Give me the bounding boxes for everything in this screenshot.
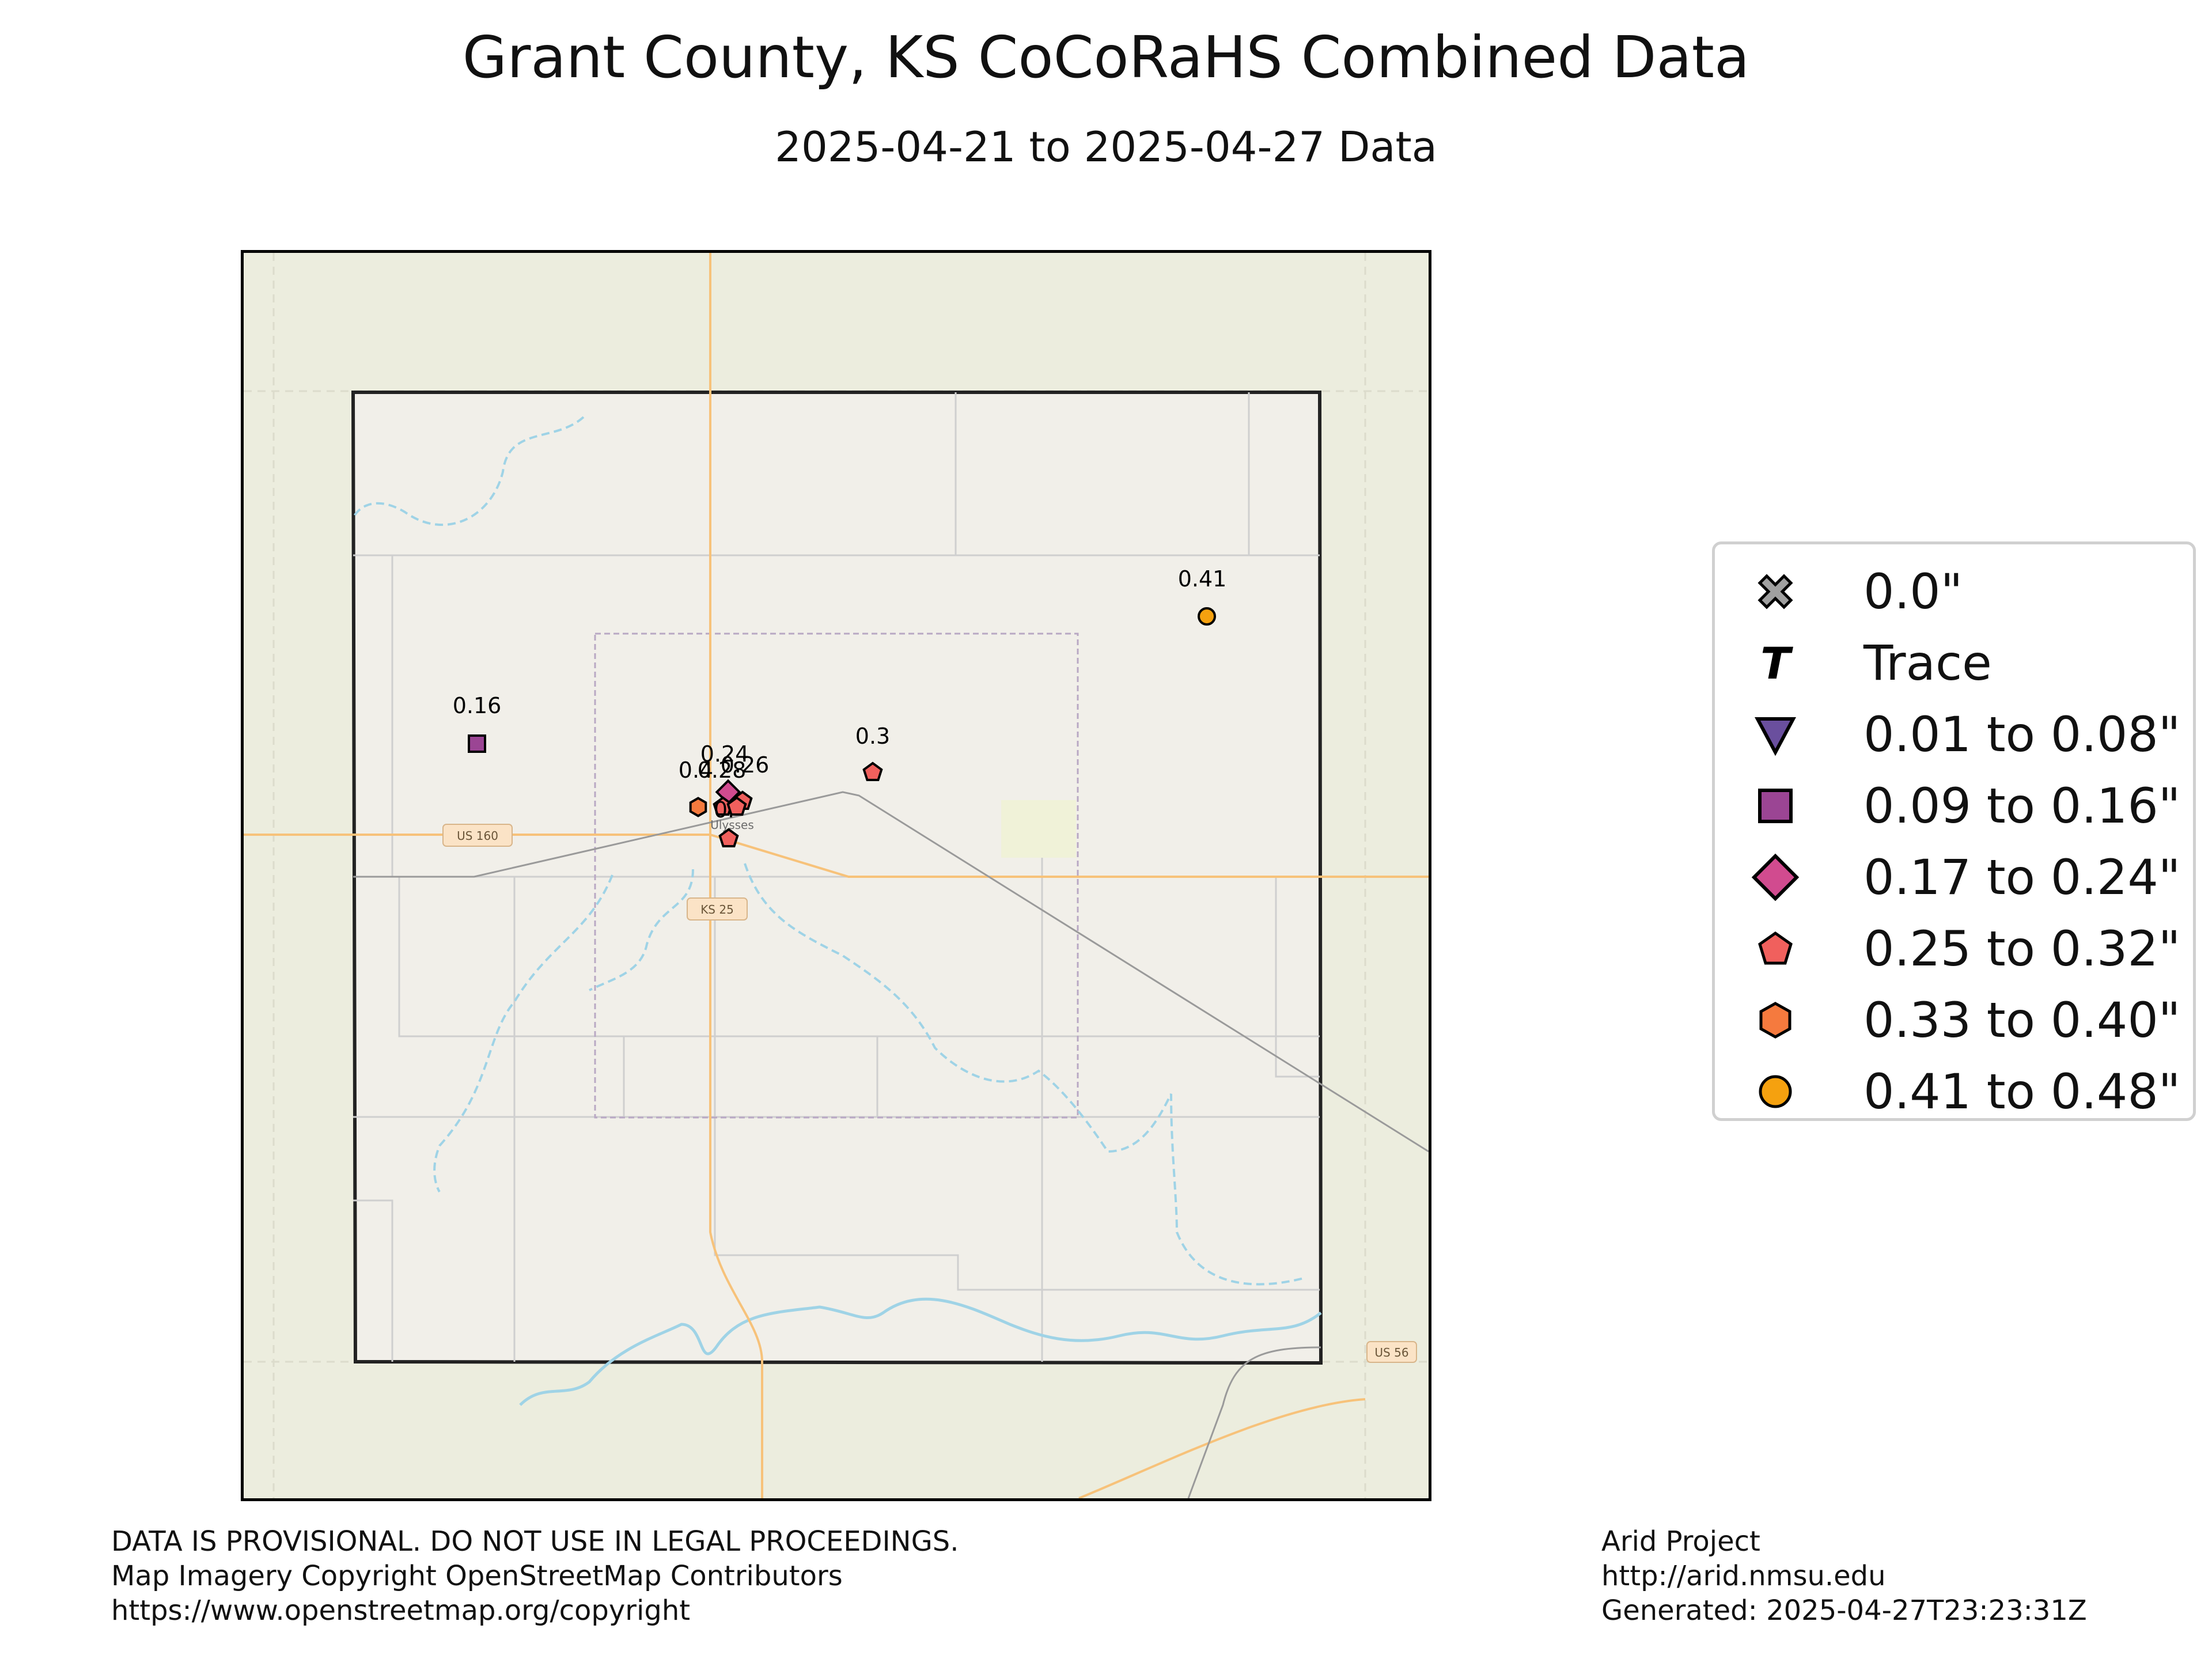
stations-layer: 0.41 0.16 0.3 0.240.26 0.40.28 0. — [453, 566, 1227, 847]
project-name: Arid Project — [1601, 1525, 1760, 1558]
hexagon-icon — [1759, 1002, 1791, 1039]
legend-item-0-17: 0.17 to 0.24" — [1715, 842, 2193, 913]
legend-item-0-33: 0.33 to 0.40" — [1715, 984, 2193, 1056]
legend-label: 0.0" — [1863, 563, 1963, 620]
station-marker[interactable] — [1198, 607, 1216, 626]
generated-timestamp: Generated: 2025-04-27T23:23:31Z — [1601, 1594, 2087, 1627]
pentagon-icon — [1758, 931, 1793, 965]
legend-item-0-25: 0.25 to 0.32" — [1715, 913, 2193, 984]
minor-roads — [353, 392, 1320, 1362]
legend-item-0-09: 0.09 to 0.16" — [1715, 770, 2193, 842]
station-value-label: 0.4 — [679, 757, 713, 783]
chart-title: Grant County, KS CoCoRaHS Combined Data — [462, 24, 1750, 91]
legend-label: 0.41 to 0.48" — [1863, 1063, 2181, 1120]
t-letter-icon: T — [1760, 638, 1793, 689]
legend-label: 0.33 to 0.40" — [1863, 992, 2181, 1048]
highway-shield-us56: US 56 — [1366, 1341, 1417, 1363]
station-marker[interactable] — [726, 796, 747, 816]
project-url[interactable]: http://arid.nmsu.edu — [1601, 1560, 1886, 1592]
station-value-label: 0.3 — [855, 724, 890, 749]
copyright-text: Map Imagery Copyright OpenStreetMap Cont… — [111, 1560, 843, 1592]
legend: 0.0" T Trace 0.01 to 0.08" 0.09 to 0.16"… — [1712, 541, 2196, 1121]
town-label-ulysses: Ulysses — [710, 818, 754, 832]
legend-label: 0.25 to 0.32" — [1863, 921, 2181, 977]
triangle-down-icon — [1754, 717, 1797, 756]
svg-text:US 56: US 56 — [1374, 1346, 1408, 1359]
station-value-label: 0.28 — [698, 757, 747, 783]
disclaimer-text: DATA IS PROVISIONAL. DO NOT USE IN LEGAL… — [111, 1525, 959, 1558]
legend-label: 0.01 to 0.08" — [1863, 706, 2181, 763]
station-value-label: 0.16 — [453, 693, 502, 718]
chart-subtitle: 2025-04-21 to 2025-04-27 Data — [775, 123, 1437, 171]
station-value-label: 0.26 — [721, 752, 770, 778]
credits-footer: Arid Project http://arid.nmsu.edu Genera… — [1601, 1524, 2087, 1628]
highway-shield-ks25: KS 25 — [687, 897, 748, 921]
disclaimer-footer: DATA IS PROVISIONAL. DO NOT USE IN LEGAL… — [111, 1524, 959, 1628]
copyright-link[interactable]: https://www.openstreetmap.org/copyright — [111, 1594, 691, 1627]
circle-icon — [1759, 1075, 1792, 1108]
map-panel: Ulysses US 160 KS 25 US 56 0.41 0.16 0.3 0.… — [241, 250, 1431, 1501]
station-marker[interactable] — [468, 734, 486, 753]
station-value-label: 0.24 — [700, 741, 749, 767]
station-value-label: 0.41 — [1178, 566, 1227, 592]
svg-text:US 160: US 160 — [457, 829, 498, 843]
diamond-icon — [1751, 853, 1800, 902]
map-canvas: Ulysses US 160 KS 25 US 56 0.410.160.30.… — [244, 253, 1429, 1498]
legend-item-trace: T Trace — [1715, 627, 2193, 699]
station-value-label: 0. — [714, 797, 734, 823]
railroad — [353, 791, 1429, 1153]
station-marker[interactable] — [689, 797, 707, 817]
svg-text:T: T — [1760, 638, 1793, 689]
station-marker[interactable] — [862, 762, 883, 781]
legend-item-0-01: 0.01 to 0.08" — [1715, 699, 2193, 770]
legend-label: 0.09 to 0.16" — [1863, 778, 2181, 834]
highway-shield-us160: US 160 — [442, 824, 513, 847]
legend-label: 0.17 to 0.24" — [1863, 849, 2181, 906]
river — [519, 1297, 1322, 1406]
legend-label: Trace — [1863, 635, 1992, 691]
station-marker[interactable] — [718, 828, 739, 847]
legend-item-zero: 0.0" — [1715, 556, 2193, 627]
x-cross-icon — [1758, 574, 1793, 609]
park-area — [1001, 800, 1076, 858]
legend-item-0-41: 0.41 to 0.48" — [1715, 1056, 2193, 1127]
square-icon — [1758, 789, 1793, 823]
railroad-east — [1187, 1346, 1321, 1498]
creeks — [352, 416, 1304, 1286]
svg-text:KS 25: KS 25 — [700, 903, 734, 916]
